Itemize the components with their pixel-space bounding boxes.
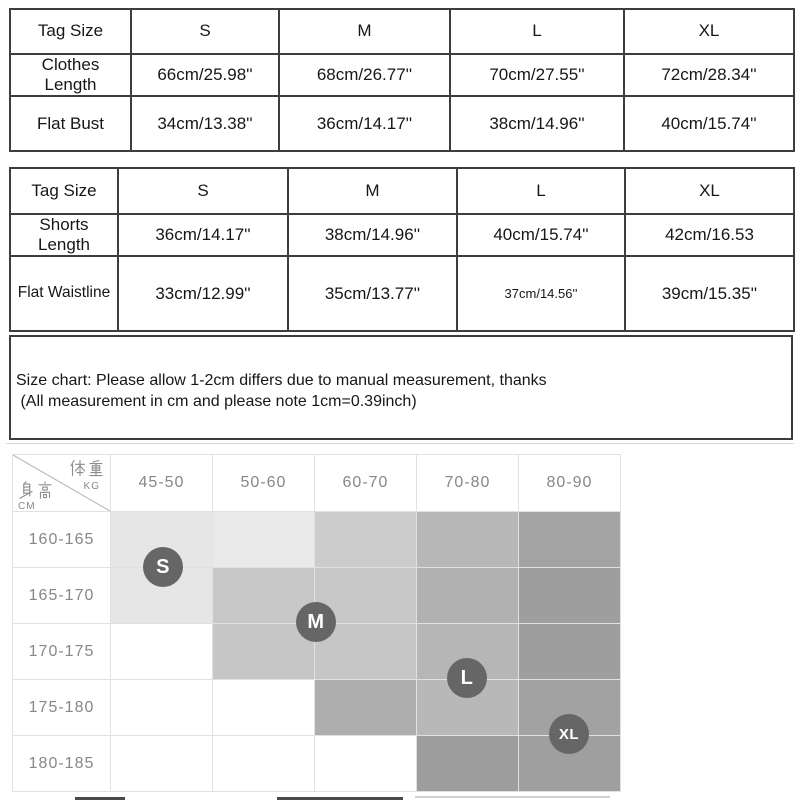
size-column-header-xl: XL xyxy=(623,8,795,55)
weight-range-header: 70-80 xyxy=(417,455,519,512)
size-badge-s: S xyxy=(143,547,183,587)
weight-kanji-glyph xyxy=(68,459,105,477)
weight-range-header: 80-90 xyxy=(519,455,621,512)
height-weight-size-chart: KG CM 45-50 50-60 60-70 70-80 80-90 160-… xyxy=(12,454,621,792)
size-value-cell: 34cm/13.38'' xyxy=(130,95,280,153)
matrix-cell xyxy=(417,736,519,792)
matrix-cell xyxy=(519,512,621,568)
clothes-size-table: Tag Size S M L XL Clothes Length 66cm/25… xyxy=(9,8,795,153)
height-range-label: 180-185 xyxy=(13,736,111,792)
matrix-cell xyxy=(519,568,621,624)
matrix-cell xyxy=(111,680,213,736)
diagonal-line xyxy=(13,455,110,511)
matrix-cell xyxy=(213,680,315,736)
size-badge-xl: XL xyxy=(549,714,589,754)
tag-size-header: Tag Size xyxy=(9,8,132,55)
matrix-cell xyxy=(315,680,417,736)
matrix-cell xyxy=(111,736,213,792)
table-header-row: Tag Size S M L XL xyxy=(9,8,795,55)
height-range-label: 175-180 xyxy=(13,680,111,736)
tag-size-header: Tag Size xyxy=(9,167,119,215)
size-value-cell: 35cm/13.77'' xyxy=(287,255,458,333)
measurement-note: Size chart: Please allow 1-2cm differs d… xyxy=(9,335,793,440)
size-column-header-l: L xyxy=(449,8,625,55)
section-divider xyxy=(6,443,794,444)
note-line-2: (All measurement in cm and please note 1… xyxy=(16,392,417,410)
size-column-header-s: S xyxy=(130,8,280,55)
size-column-header-s: S xyxy=(117,167,289,215)
size-badge-m: M xyxy=(296,602,336,642)
matrix-cell xyxy=(213,512,315,568)
weight-range-header: 45-50 xyxy=(111,455,213,512)
size-value-cell: 37cm/14.56'' xyxy=(456,255,626,333)
size-value-cell: 42cm/16.53 xyxy=(624,212,795,258)
matrix-cell xyxy=(315,512,417,568)
table-row: Flat Waistline 33cm/12.99'' 35cm/13.77''… xyxy=(9,255,795,333)
table-row: Clothes Length 66cm/25.98'' 68cm/26.77''… xyxy=(9,52,795,98)
height-range-label: 170-175 xyxy=(13,624,111,680)
size-value-cell: 72cm/28.34'' xyxy=(623,52,795,98)
shorts-size-table: Tag Size S M L XL Shorts Length 36cm/14.… xyxy=(9,167,795,333)
matrix-cell xyxy=(111,624,213,680)
size-value-cell: 36cm/14.17'' xyxy=(278,95,451,153)
matrix-cell xyxy=(519,624,621,680)
note-line-1: Size chart: Please allow 1-2cm differs d… xyxy=(16,372,547,389)
height-range-label: 160-165 xyxy=(13,512,111,568)
weight-unit-label: KG xyxy=(83,481,100,492)
table-row: Flat Bust 34cm/13.38'' 36cm/14.17'' 38cm… xyxy=(9,95,795,153)
matrix-cell xyxy=(315,736,417,792)
size-column-header-m: M xyxy=(287,167,458,215)
matrix-corner-cell: KG CM xyxy=(13,455,111,512)
matrix-cell xyxy=(213,624,315,680)
row-label: Flat Waistline xyxy=(9,255,119,333)
row-label: Clothes Length xyxy=(9,52,132,98)
bottom-edge-artifact xyxy=(415,796,610,798)
bottom-edge-artifact xyxy=(277,797,403,800)
row-label: Flat Bust xyxy=(9,95,132,153)
matrix-cell xyxy=(417,512,519,568)
size-value-cell: 68cm/26.77'' xyxy=(278,52,451,98)
weight-range-header: 60-70 xyxy=(315,455,417,512)
weight-range-header: 50-60 xyxy=(213,455,315,512)
row-label: Shorts Length xyxy=(9,212,119,258)
size-value-cell: 39cm/15.35'' xyxy=(624,255,795,333)
height-range-label: 165-170 xyxy=(13,568,111,624)
size-value-cell: 66cm/25.98'' xyxy=(130,52,280,98)
table-row: Shorts Length 36cm/14.17'' 38cm/14.96'' … xyxy=(9,212,795,258)
size-value-cell: 38cm/14.96'' xyxy=(449,95,625,153)
size-value-cell: 33cm/12.99'' xyxy=(117,255,289,333)
size-column-header-l: L xyxy=(456,167,626,215)
size-column-header-xl: XL xyxy=(624,167,795,215)
size-column-header-m: M xyxy=(278,8,451,55)
size-value-cell: 38cm/14.96'' xyxy=(287,212,458,258)
size-value-cell: 70cm/27.55'' xyxy=(449,52,625,98)
height-kanji-glyph xyxy=(17,481,54,499)
size-value-cell: 40cm/15.74'' xyxy=(623,95,795,153)
size-value-cell: 36cm/14.17'' xyxy=(117,212,289,258)
size-value-cell: 40cm/15.74'' xyxy=(456,212,626,258)
bottom-edge-artifact xyxy=(75,797,125,800)
height-unit-label: CM xyxy=(18,501,36,512)
matrix-cell xyxy=(417,568,519,624)
matrix-cell xyxy=(213,736,315,792)
table-header-row: Tag Size S M L XL xyxy=(9,167,795,215)
size-badge-l: L xyxy=(447,658,487,698)
